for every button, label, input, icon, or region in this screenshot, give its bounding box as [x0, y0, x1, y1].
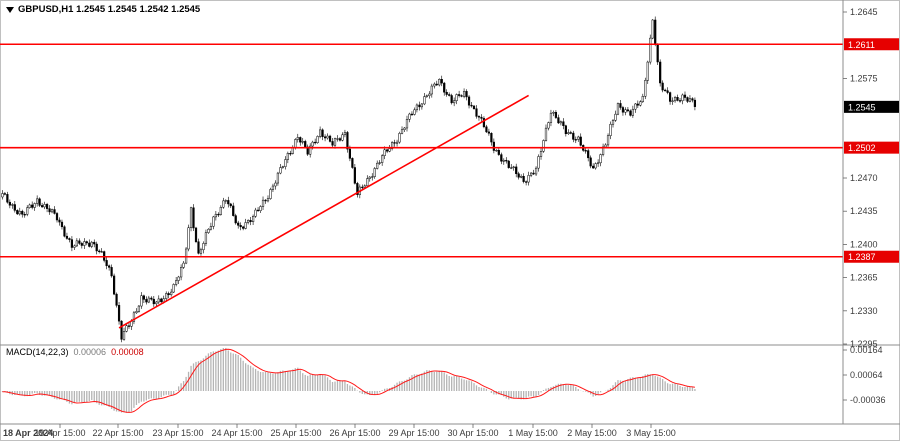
price-tick-label: 1.2645 — [850, 7, 878, 17]
macd-tick-label: -0.00036 — [850, 395, 886, 405]
level-price-badge — [844, 38, 899, 51]
time-tick-label: 26 Apr 15:00 — [329, 428, 380, 438]
chart-symbol-icon — [6, 6, 14, 13]
current-price-badge — [844, 100, 899, 113]
price-tick-label: 1.2575 — [850, 73, 878, 83]
time-tick-label: 29 Apr 15:00 — [388, 428, 439, 438]
level-price-label: 1.2611 — [848, 40, 875, 50]
level-price-badge — [844, 141, 899, 154]
time-tick-label: 23 Apr 15:00 — [152, 428, 203, 438]
time-tick-label: 30 Apr 15:00 — [447, 428, 498, 438]
macd-tick-label: 0.00064 — [850, 370, 883, 380]
macd-tick-label: 0.00164 — [850, 345, 883, 355]
price-tick-label: 1.2435 — [850, 206, 878, 216]
macd-name-label: MACD(14,22,3) — [6, 347, 69, 357]
macd-indicator-label: MACD(14,22,3) 0.00006 0.00008 — [6, 347, 144, 357]
price-tick-label: 1.2295 — [850, 339, 878, 349]
time-tick-label: 2 May 15:00 — [567, 428, 617, 438]
time-tick-label: 24 Apr 15:00 — [211, 428, 262, 438]
price-tick-label: 1.2400 — [850, 239, 878, 249]
time-tick-label: 18 Apr 2024 — [3, 428, 53, 438]
macd-main-value: 0.00006 — [73, 347, 107, 357]
level-price-label: 1.2502 — [848, 143, 876, 153]
chart-header: GBPUSD,H1 1.2545 1.2545 1.2542 1.2545 — [6, 4, 200, 15]
current-price-label: 1.2545 — [848, 102, 876, 112]
price-tick-label: 1.2330 — [850, 306, 878, 316]
symbol-ohlc-label: GBPUSD,H1 1.2545 1.2545 1.2542 1.2545 — [18, 4, 201, 15]
time-tick-label: 25 Apr 15:00 — [270, 428, 321, 438]
price-tick-label: 1.2470 — [850, 173, 878, 183]
time-tick-label: 22 Apr 15:00 — [92, 428, 143, 438]
level-price-badge — [844, 250, 899, 263]
trendline[interactable] — [118, 94, 530, 329]
time-tick-label: 1 May 15:00 — [508, 428, 558, 438]
macd-signal-line — [2, 348, 695, 413]
level-price-label: 1.2387 — [848, 252, 876, 262]
time-tick-label: 19 Apr 15:00 — [34, 428, 85, 438]
macd-signal-value: 0.00008 — [111, 347, 144, 357]
price-tick-label: 1.2365 — [850, 273, 878, 283]
time-tick-label: 3 May 15:00 — [626, 428, 676, 438]
